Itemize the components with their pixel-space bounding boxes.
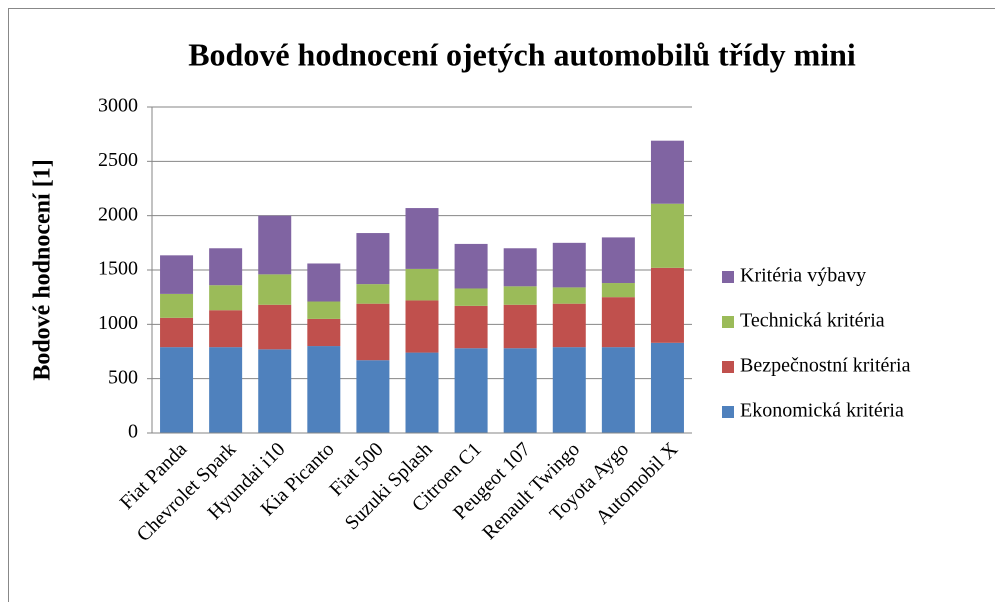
bar-segment bbox=[307, 301, 341, 319]
bar-segment bbox=[258, 304, 292, 350]
bar-segment bbox=[160, 347, 194, 433]
legend-label: Technická kritéria bbox=[740, 310, 885, 332]
bar-segment bbox=[405, 268, 439, 301]
bar-segment bbox=[552, 242, 586, 288]
legend-label: Bezpečnostní kritéria bbox=[740, 355, 911, 377]
bar-segment bbox=[454, 348, 488, 433]
bar-segment bbox=[160, 317, 194, 348]
bar-segment bbox=[650, 342, 684, 433]
bar-segment bbox=[405, 300, 439, 353]
bar-segment bbox=[650, 140, 684, 204]
bar-segment bbox=[356, 233, 390, 285]
bar-segment bbox=[307, 346, 341, 433]
y-tick-label: 3000 bbox=[98, 95, 138, 117]
legend-swatch bbox=[722, 316, 734, 328]
bar-segment bbox=[209, 248, 243, 286]
bar-segment bbox=[356, 303, 390, 361]
bar-segment bbox=[503, 304, 537, 349]
bar-segment bbox=[601, 297, 635, 348]
bar-segment bbox=[160, 293, 194, 318]
bar-segment bbox=[454, 243, 488, 289]
bar-segment bbox=[552, 303, 586, 348]
bar-segment bbox=[454, 305, 488, 349]
bar-segment bbox=[405, 352, 439, 433]
legend-label: Ekonomická kritéria bbox=[740, 400, 904, 422]
bar-segment bbox=[503, 248, 537, 287]
legend-label: Kritéria výbavy bbox=[740, 265, 866, 287]
y-tick-label: 2500 bbox=[98, 149, 138, 171]
bar-segment bbox=[209, 285, 243, 311]
bar-segment bbox=[503, 286, 537, 305]
bar-segment bbox=[209, 310, 243, 348]
bar-segment bbox=[601, 347, 635, 433]
bar-segment bbox=[356, 360, 390, 433]
legend-swatch bbox=[722, 406, 734, 418]
bar-segment bbox=[209, 347, 243, 433]
bar-segment bbox=[258, 349, 292, 433]
bar-segment bbox=[650, 267, 684, 343]
legend-swatch bbox=[722, 271, 734, 283]
bar-segment bbox=[454, 288, 488, 306]
bar-segment bbox=[601, 283, 635, 298]
y-tick-label: 0 bbox=[128, 421, 138, 443]
bar-segment bbox=[503, 348, 537, 433]
bar-segment bbox=[356, 284, 390, 304]
bar-segment bbox=[601, 237, 635, 284]
bar-segment bbox=[258, 215, 292, 275]
y-tick-label: 1500 bbox=[98, 258, 138, 280]
bar-segment bbox=[307, 263, 341, 302]
legend-swatch bbox=[722, 361, 734, 373]
bar-segment bbox=[552, 287, 586, 304]
bar-segment bbox=[258, 274, 292, 305]
y-tick-label: 500 bbox=[108, 366, 138, 388]
y-tick-label: 2000 bbox=[98, 203, 138, 225]
bar-segment bbox=[160, 255, 194, 294]
bar-segment bbox=[552, 347, 586, 433]
bar-segment bbox=[307, 318, 341, 347]
chart-frame bbox=[8, 8, 995, 602]
y-tick-label: 1000 bbox=[98, 312, 138, 334]
bar-segment bbox=[405, 208, 439, 269]
chart-title: Bodové hodnocení ojetých automobilů tříd… bbox=[188, 36, 856, 72]
y-axis-label: Bodové hodnocení [1] bbox=[30, 159, 56, 380]
bar-segment bbox=[650, 203, 684, 268]
